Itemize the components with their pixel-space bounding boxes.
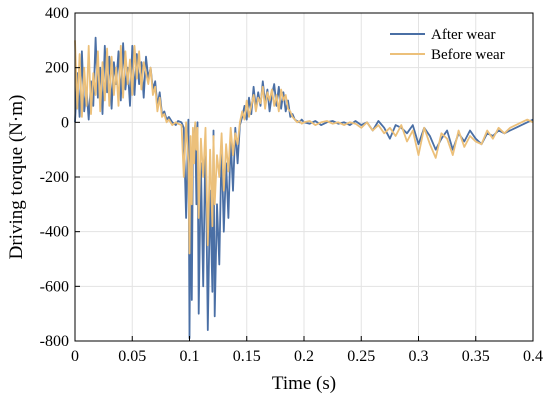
y-tick-label: 200	[45, 60, 69, 77]
x-tick-label: 0.3	[409, 348, 429, 365]
x-tick-label: 0.1	[180, 348, 200, 365]
x-tick-label: 0	[71, 348, 79, 365]
y-tick-label: 0	[61, 114, 69, 131]
y-tick-label: 400	[45, 5, 69, 22]
x-tick-label: 0.05	[118, 348, 146, 365]
x-axis-ticks: 0 0.05 0.1 0.15 0.2 0.25 0.3 0.35 0.4	[71, 336, 543, 365]
legend-label-after-wear: After wear	[431, 27, 496, 43]
x-tick-label: 0.35	[462, 348, 490, 365]
y-axis-title: Driving torque (N·m)	[6, 95, 27, 260]
y-tick-label: -800	[40, 333, 69, 350]
y-tick-label: -400	[40, 224, 69, 241]
y-tick-label: -600	[40, 278, 69, 295]
series-layer	[74, 36, 534, 340]
legend: After wear Before wear	[390, 27, 505, 63]
x-tick-label: 0.15	[233, 348, 261, 365]
x-tick-label: 0.25	[347, 348, 375, 365]
x-tick-label: 0.4	[523, 348, 543, 365]
y-tick-label: -200	[40, 169, 69, 186]
x-axis-title: Time (s)	[272, 373, 336, 394]
y-axis-ticks: -800 -600 -400 -200 0 200 400	[40, 5, 80, 350]
series-line-before-wear	[74, 40, 534, 255]
legend-label-before-wear: Before wear	[431, 47, 505, 63]
x-tick-label: 0.2	[294, 348, 314, 365]
